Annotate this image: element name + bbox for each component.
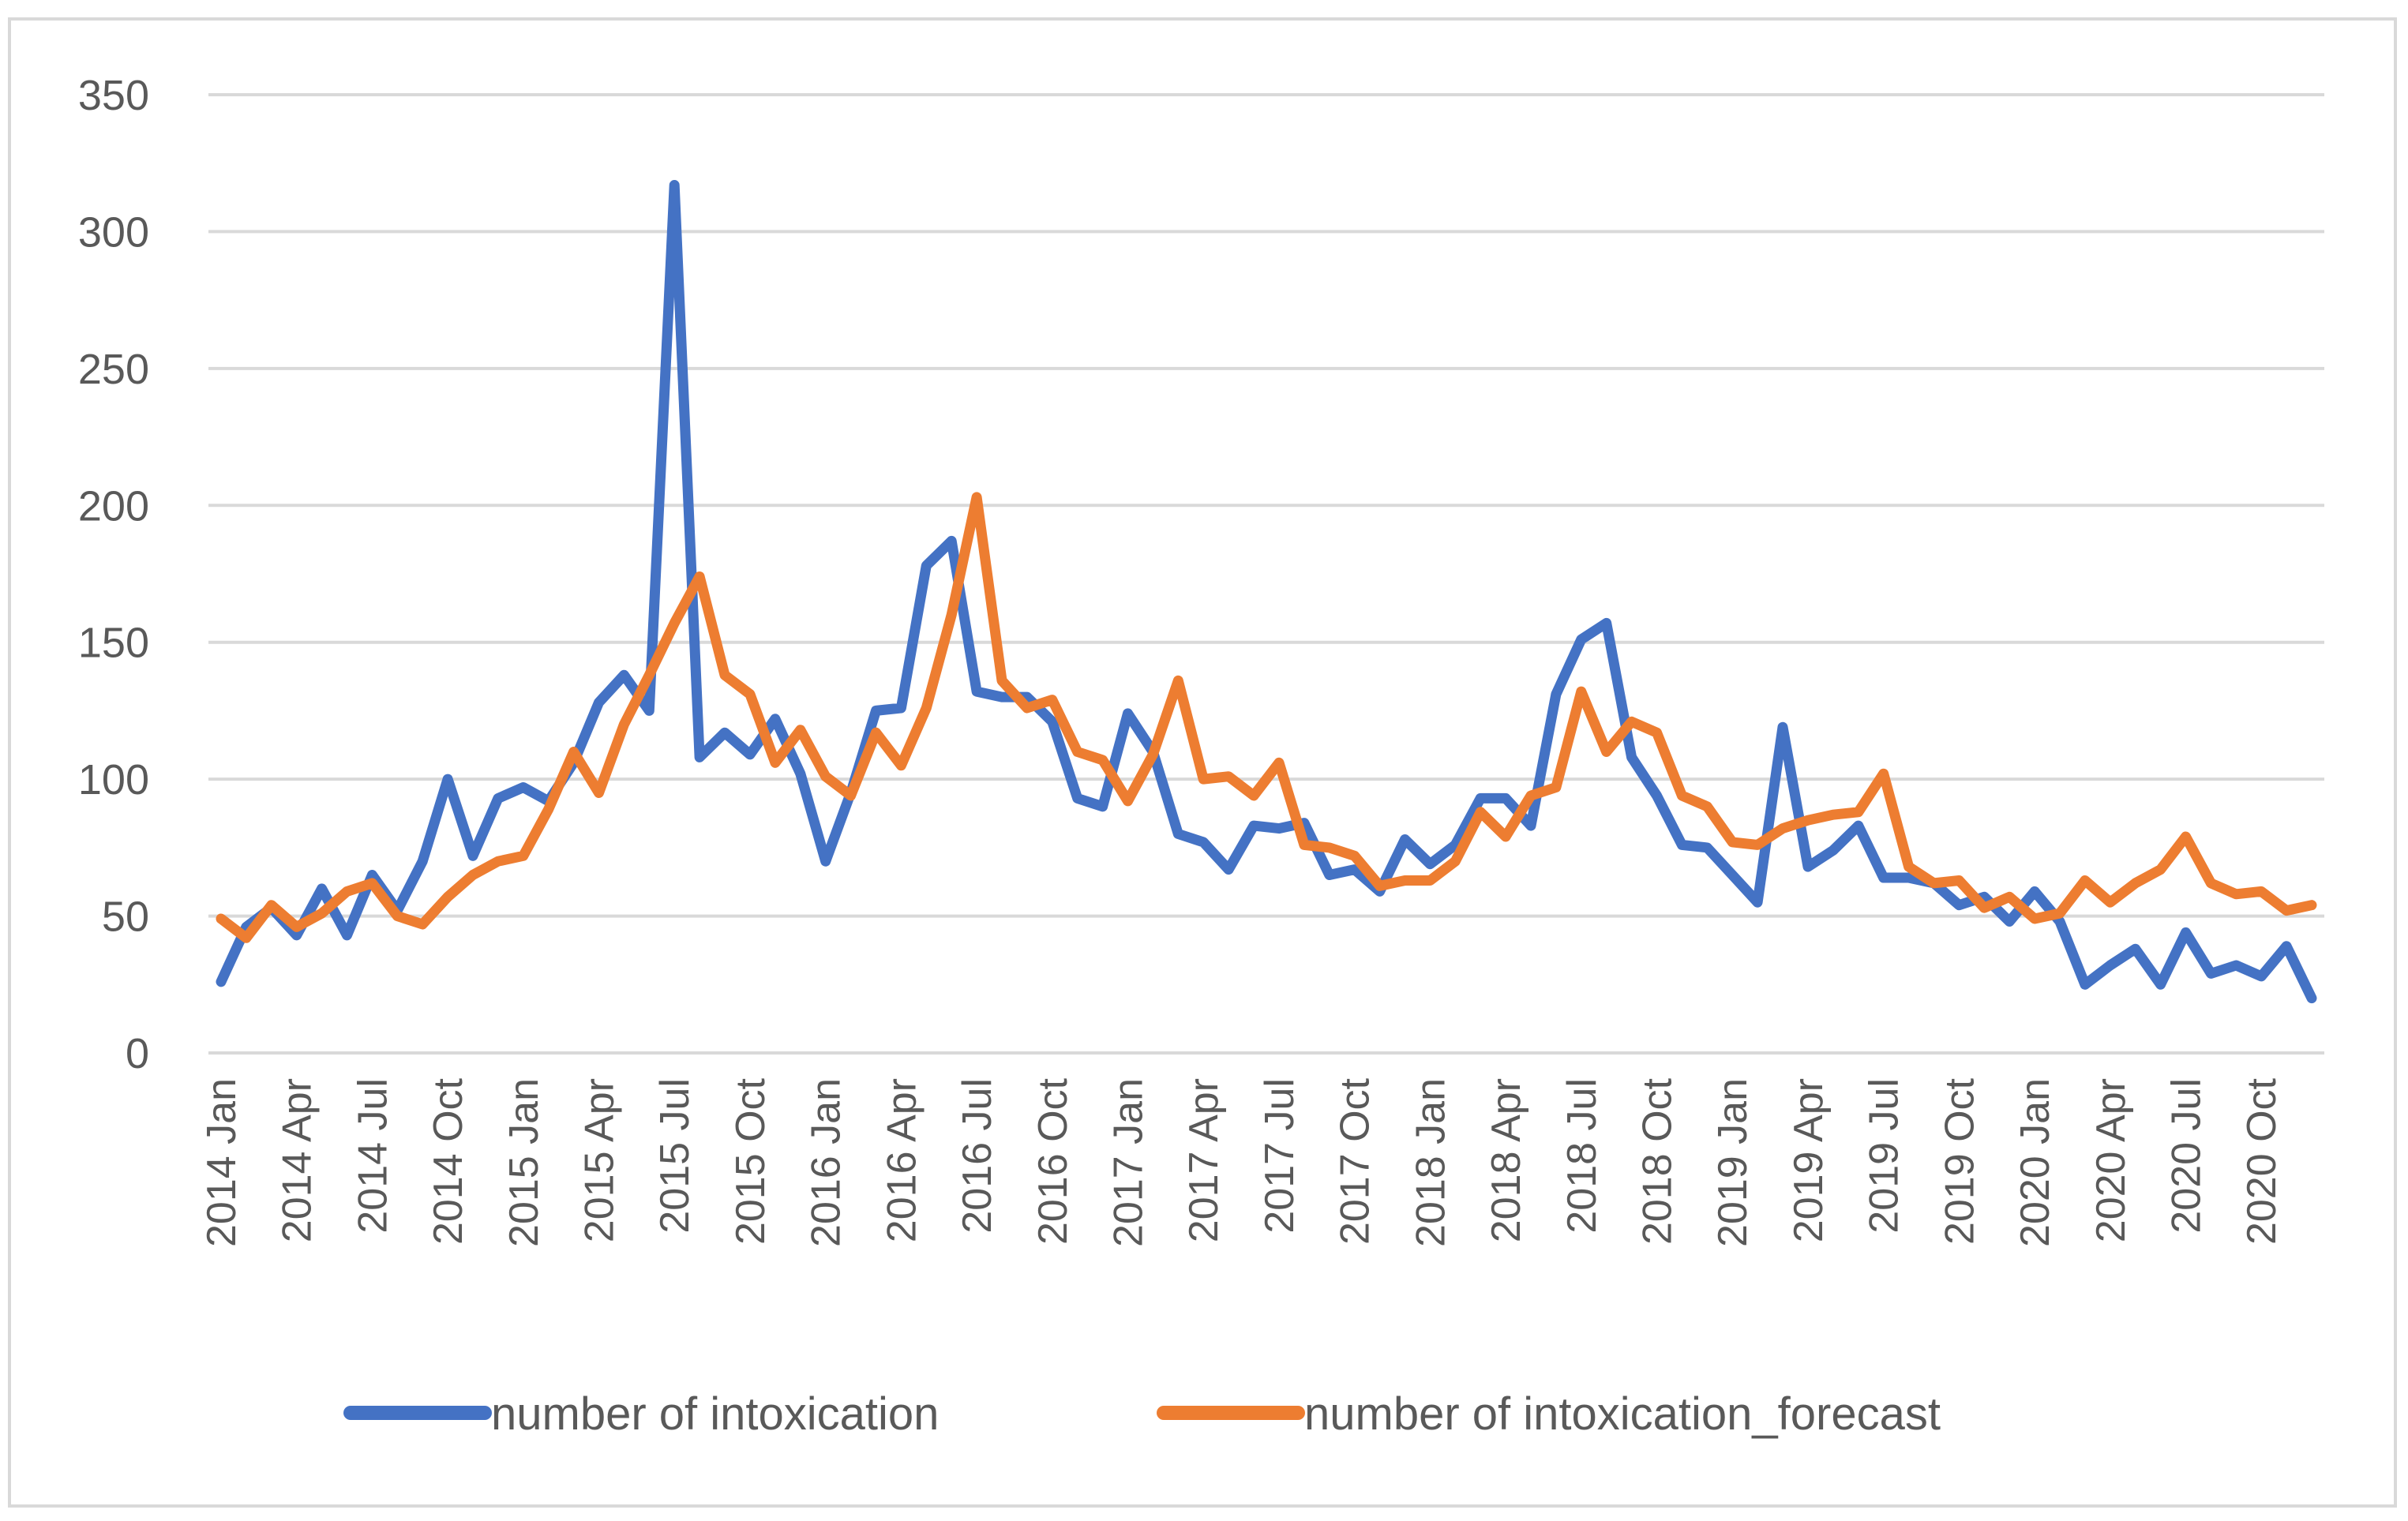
y-axis-ticks: 0 50 100 150 200 250 300 350 (78, 72, 149, 1077)
y-tick-label: 250 (78, 346, 149, 393)
y-tick-label: 0 (126, 1030, 149, 1077)
x-tick-label: 2016 Oct (1030, 1077, 1076, 1245)
x-tick-label: 2017 Jul (1257, 1078, 1303, 1234)
y-tick-label: 50 (102, 893, 149, 941)
x-tick-label: 2014 Oct (426, 1077, 471, 1245)
x-tick-label: 2019 Jan (1710, 1078, 1756, 1247)
gridlines (208, 93, 2324, 1055)
x-tick-label: 2018 Oct (1635, 1077, 1681, 1245)
x-tick-label: 2014 Jul (350, 1078, 396, 1234)
x-tick-label: 2015 Apr (577, 1078, 623, 1242)
legend: number of intoxication number of intoxic… (343, 1388, 1941, 1440)
x-tick-label: 2016 Apr (879, 1078, 925, 1242)
x-tick-label: 2020 Jul (2164, 1078, 2210, 1234)
y-tick-label: 350 (78, 72, 149, 119)
x-tick-label: 2018 Apr (1483, 1078, 1529, 1242)
y-tick-label: 150 (78, 620, 149, 667)
x-tick-label: 2018 Jan (1408, 1078, 1453, 1247)
x-tick-label: 2019 Apr (1786, 1078, 1832, 1242)
x-tick-label: 2016 Jan (804, 1078, 850, 1247)
x-tick-label: 2015 Oct (728, 1077, 774, 1245)
x-tick-label: 2016 Jul (955, 1078, 1000, 1234)
x-tick-label: 2018 Jul (1559, 1078, 1605, 1234)
y-tick-label: 100 (78, 756, 149, 804)
x-tick-label: 2020 Oct (2239, 1077, 2285, 1245)
legend-label-forecast: number of intoxication_forecast (1304, 1388, 1941, 1440)
chart-frame: 0 50 100 150 200 250 300 350 2014 Jan 2014 Apr 20… (8, 17, 2397, 1508)
x-tick-label: 2014 Jan (199, 1078, 245, 1247)
x-tick-label: 2017 Jan (1106, 1078, 1152, 1247)
x-tick-label: 2019 Oct (1937, 1077, 1982, 1245)
legend-entry-forecast: number of intoxication_forecast (1157, 1388, 1941, 1440)
x-tick-label: 2020 Apr (2088, 1078, 2134, 1242)
series-line-forecast (216, 492, 2317, 943)
x-tick-label: 2019 Jul (1862, 1078, 1907, 1234)
y-tick-label: 200 (78, 482, 149, 530)
x-tick-label: 2017 Oct (1333, 1077, 1378, 1245)
series-forecast (216, 492, 2317, 943)
x-tick-label: 2014 Apr (275, 1078, 321, 1242)
x-tick-label: 2017 Apr (1181, 1078, 1227, 1242)
legend-entry-intoxication: number of intoxication (343, 1388, 939, 1440)
series-intoxication (216, 180, 2317, 1004)
x-tick-label: 2015 Jan (501, 1078, 547, 1247)
x-tick-label: 2020 Jan (2012, 1078, 2058, 1247)
series-lines (216, 180, 2317, 1004)
series-line-intoxication (216, 180, 2317, 1004)
x-tick-label: 2015 Jul (652, 1078, 698, 1234)
x-axis-ticks: 2014 Jan 2014 Apr 2014 Jul 2014 Oct 2015 Jan… (199, 1077, 2285, 1247)
legend-label-intoxication: number of intoxication (491, 1388, 939, 1440)
y-tick-label: 300 (78, 208, 149, 256)
